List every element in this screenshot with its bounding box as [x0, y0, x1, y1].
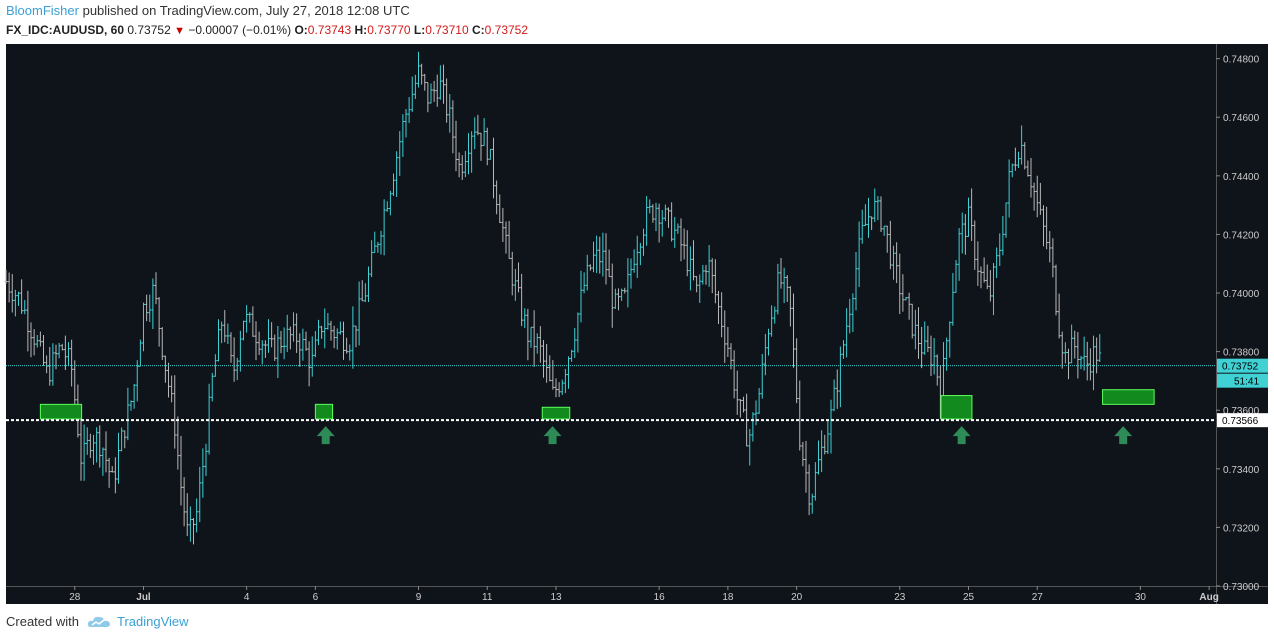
- x-tick-label: 27: [1032, 592, 1044, 603]
- up-arrow-icon: [952, 426, 971, 445]
- down-arrow-icon: ▼: [174, 25, 185, 37]
- x-tick-label: 18: [722, 592, 734, 603]
- countdown-tag: [1217, 373, 1268, 388]
- symbol-label[interactable]: FX_IDC:AUDUSD, 60: [6, 23, 125, 37]
- x-tick-label: Jul: [136, 592, 151, 603]
- x-tick-label: Aug: [1199, 592, 1218, 603]
- y-tick-label: 0.74400: [1223, 172, 1260, 183]
- demand-zone: [1102, 389, 1155, 405]
- y-tick-label: 0.73600: [1223, 406, 1260, 417]
- last-price-text: 0.73752: [127, 23, 171, 37]
- close-label: C:: [471, 23, 485, 37]
- tradingview-cloud-icon: [87, 616, 110, 627]
- up-arrow-icon: [543, 426, 562, 445]
- demand-zone: [541, 406, 571, 420]
- low-label: L:: [413, 23, 426, 37]
- x-tick-label: 25: [963, 592, 975, 603]
- change-text: −0.00007 (−0.01%): [188, 23, 292, 37]
- x-tick-label: 16: [654, 592, 666, 603]
- chart-header: BloomFisher published on TradingView.com…: [6, 3, 1266, 43]
- published-text: published on TradingView.com, July 27, 2…: [82, 3, 410, 18]
- footer: Created with TradingView: [6, 614, 189, 629]
- created-with-text: Created with: [6, 614, 79, 629]
- y-tick-label: 0.73400: [1223, 465, 1260, 476]
- high-label: H:: [354, 23, 368, 37]
- y-tick-label: 0.73000: [1223, 582, 1260, 593]
- price-axis-area: [1216, 44, 1268, 586]
- x-tick-label: 28: [69, 592, 81, 603]
- y-tick-label: 0.73800: [1223, 348, 1260, 359]
- up-arrow-icon: [1114, 426, 1133, 445]
- high-value: 0.73770: [367, 23, 411, 37]
- support-tag-label: 0.73566: [1222, 416, 1259, 427]
- y-tick-label: 0.74200: [1223, 230, 1260, 241]
- publish-line: BloomFisher published on TradingView.com…: [6, 3, 410, 18]
- demand-zone: [940, 395, 973, 420]
- y-tick-label: 0.74600: [1223, 113, 1260, 124]
- x-tick-label: 23: [894, 592, 906, 603]
- close-value: 0.73752: [484, 23, 529, 37]
- countdown-tag-label: 51:41: [1234, 377, 1259, 388]
- x-tick-label: 20: [791, 592, 803, 603]
- last-price-tag: [1217, 358, 1268, 373]
- y-tick-label: 0.74800: [1223, 55, 1260, 66]
- plot-area: [6, 44, 1216, 586]
- open-value: 0.73743: [307, 23, 352, 37]
- x-tick-label: 13: [550, 592, 562, 603]
- x-tick-label: 11: [482, 592, 493, 603]
- y-tick-label: 0.74000: [1223, 289, 1260, 300]
- tradingview-link[interactable]: TradingView: [116, 614, 189, 629]
- author-link[interactable]: BloomFisher: [6, 3, 79, 18]
- low-value: 0.73710: [425, 23, 469, 37]
- x-tick-label: 6: [313, 592, 319, 603]
- x-tick-label: 4: [244, 592, 250, 603]
- support-tag: [1217, 413, 1268, 428]
- open-label: O:: [294, 23, 308, 37]
- x-tick-label: 9: [416, 592, 422, 603]
- up-arrow-icon: [316, 426, 335, 445]
- demand-zone: [39, 403, 83, 420]
- time-axis-area: [6, 586, 1268, 604]
- last-price-tag-label: 0.73752: [1222, 362, 1259, 373]
- ohlc-line: FX_IDC:AUDUSD, 60 0.73752 ▼ −0.00007 (−0…: [6, 23, 528, 37]
- demand-zone: [314, 403, 334, 420]
- y-tick-label: 0.73200: [1223, 523, 1260, 534]
- x-tick-label: 30: [1135, 592, 1147, 603]
